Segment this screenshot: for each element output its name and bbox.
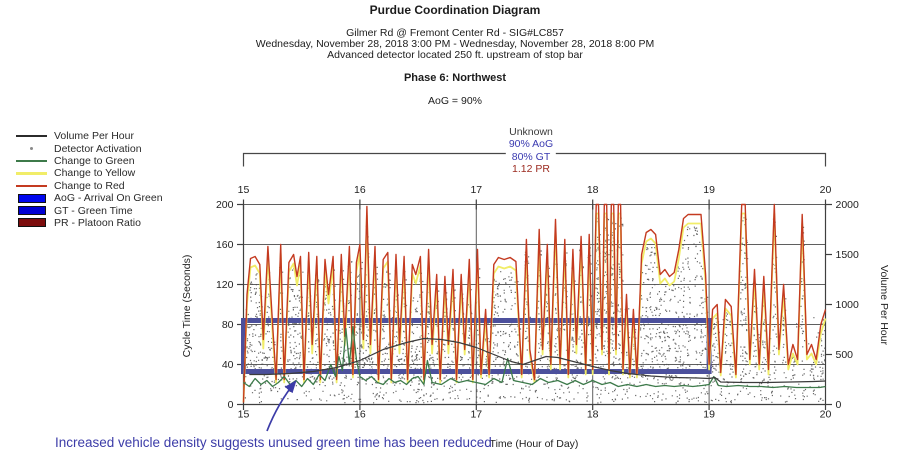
legend-item-detector-activation: Detector Activation [16, 142, 163, 155]
x-bottom-tick-label: 19 [703, 409, 715, 421]
y-right-tick-label: 1500 [836, 249, 860, 261]
y-right-tick-label: 2000 [836, 199, 860, 211]
x-bottom-tick-label: 18 [587, 409, 599, 421]
legend-item-change-to-green: Change to Green [16, 155, 163, 167]
y-right-tick-label: 0 [836, 399, 842, 411]
legend-label: GT - Green Time [54, 204, 133, 217]
legend-item-pr-platoon-ratio: PR - Platoon Ratio [16, 217, 163, 229]
legend-label: Change to Green [54, 154, 135, 167]
callout-arrow [266, 380, 297, 432]
plan-name-label: Unknown [505, 126, 557, 139]
series-change-to-green [243, 325, 826, 389]
change-to-green-swatch-icon [16, 159, 47, 163]
y-left-tick-label: 200 [216, 199, 234, 211]
legend-label: Detector Activation [54, 142, 142, 155]
volume-per-hour-swatch-icon [16, 134, 47, 138]
y-left-axis-title: Cycle Time (Seconds) [181, 254, 193, 358]
x-top-tick-label: 16 [354, 184, 366, 196]
x-bottom-tick-label: 17 [470, 409, 482, 421]
x-top-tick-label: 17 [470, 184, 482, 196]
phase-label: Phase 6: Northwest [403, 72, 507, 84]
change-to-yellow-swatch-icon [16, 172, 47, 175]
callout-text: Increased vehicle density suggests unuse… [55, 435, 492, 450]
change-to-red-swatch-icon [16, 184, 47, 187]
detector-activation-swatch-icon [16, 147, 47, 151]
y-left-tick-label: 80 [222, 319, 234, 331]
detector-note-line: Advanced detector located 250 ft. upstre… [327, 49, 583, 61]
legend-item-aog-arrival-on-green: AoG - Arrival On Green [16, 192, 163, 204]
x-top-tick-label: 19 [703, 184, 715, 196]
y-left-tick-label: 120 [216, 279, 234, 291]
x-bottom-tick-label: 20 [820, 409, 832, 421]
x-top-tick-label: 18 [587, 184, 599, 196]
pr-platoon-ratio-swatch-icon [16, 218, 47, 228]
y-right-axis-title: Volume Per Hour [878, 265, 890, 345]
legend-item-gt-green-time: GT - Green Time [16, 204, 163, 217]
axis-ticks-and-labels: 0408012016020005001000150020001515161617… [216, 184, 859, 421]
legend-label: AoG - Arrival On Green [54, 192, 163, 205]
date-range-line: Wednesday, November 28, 2018 3:00 PM - W… [255, 38, 655, 50]
series-change-to-red [242, 203, 827, 403]
series-volume-per-hour [249, 337, 826, 384]
legend-item-change-to-red: Change to Red [16, 180, 163, 192]
plan-pr-label: 1.12 PR [505, 163, 557, 176]
x-axis-title: Time (Hour of Day) [489, 438, 579, 450]
aog-green-time-window [241, 318, 712, 374]
plan-gt-label: 80% GT [505, 150, 557, 164]
y-right-tick-label: 1000 [836, 299, 860, 311]
aog-arrival-on-green-swatch-icon [16, 193, 47, 203]
location-line: Gilmer Rd @ Fremont Center Rd - SIG#LC85… [346, 27, 564, 39]
legend-item-volume-per-hour: Volume Per Hour [16, 130, 163, 142]
chart-title: Purdue Coordination Diagram [369, 3, 541, 17]
gt-green-time-swatch-icon [16, 206, 47, 216]
legend: Volume Per Hour Detector Activation Change… [16, 130, 163, 229]
legend-label: Volume Per Hour [54, 130, 134, 143]
legend-label: Change to Yellow [54, 167, 136, 180]
x-bottom-tick-label: 15 [238, 409, 250, 421]
legend-label: PR - Platoon Ratio [54, 216, 141, 229]
y-left-tick-label: 160 [216, 239, 234, 251]
y-left-tick-label: 0 [228, 399, 234, 411]
x-top-tick-label: 20 [820, 184, 832, 196]
x-top-tick-label: 15 [238, 184, 250, 196]
legend-label: Change to Red [54, 179, 125, 192]
detector-activation-dots [244, 216, 826, 404]
plan-annotation: Unknown 90% AoG 80% GT 1.12 PR [505, 126, 557, 176]
aog-summary-label: AoG = 90% [428, 95, 482, 107]
legend-item-change-to-yellow: Change to Yellow [16, 167, 163, 179]
x-bottom-tick-label: 16 [354, 409, 366, 421]
y-left-tick-label: 40 [222, 359, 234, 371]
y-right-tick-label: 500 [836, 349, 854, 361]
plan-aog-label: 90% AoG [505, 138, 557, 151]
